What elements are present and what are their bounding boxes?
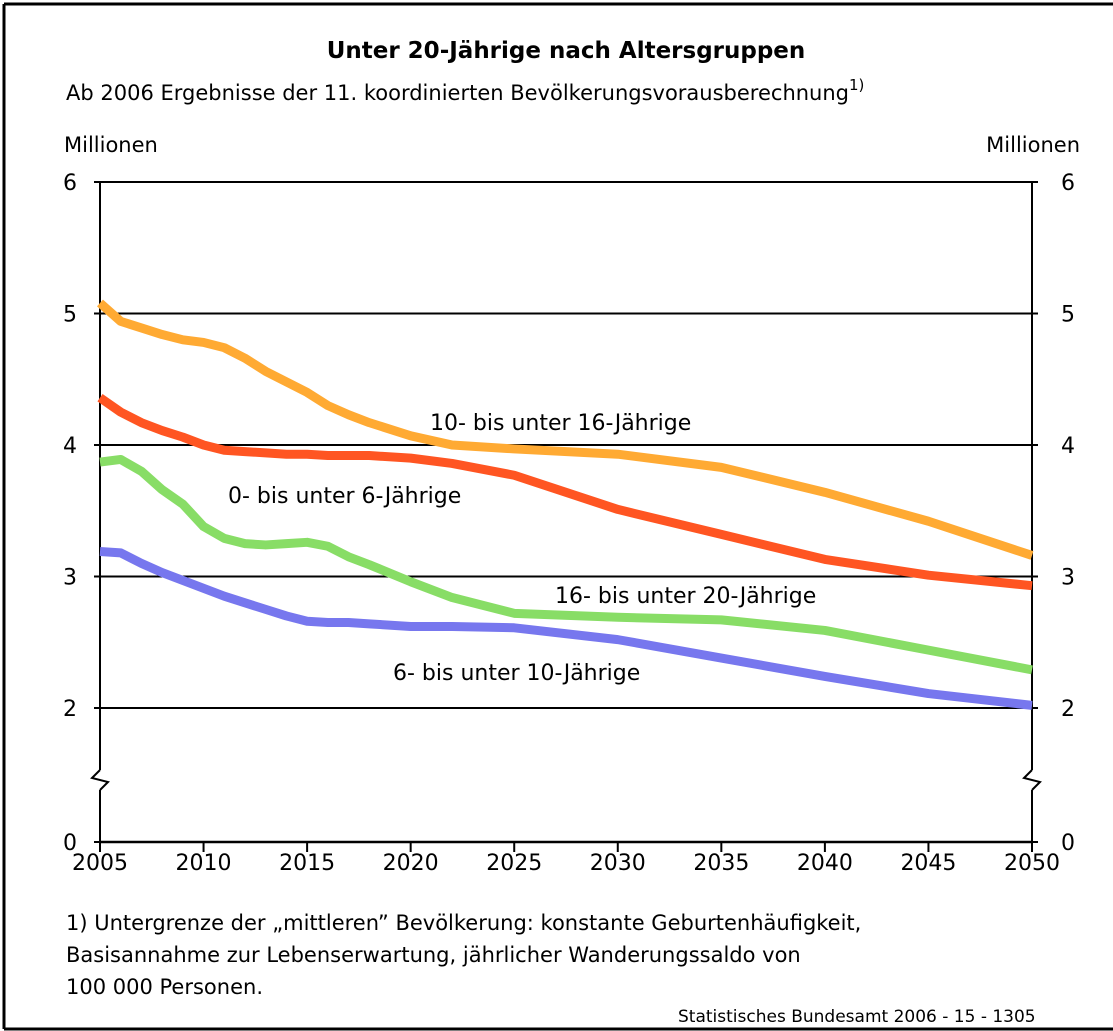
y-tick-label: 5: [63, 303, 77, 328]
footnote-line: 1) Untergrenze der „mittleren” Bevölkeru…: [66, 911, 861, 935]
x-tick-label: 2025: [486, 851, 542, 876]
y2-tick-label: 0: [1061, 831, 1075, 856]
y2-tick-label: 6: [1061, 171, 1075, 196]
series-label: 0- bis unter 6-Jährige: [228, 484, 461, 509]
y-tick-label: 0: [63, 831, 77, 856]
y2-tick-label: 3: [1061, 566, 1075, 591]
series-line: [97, 299, 1034, 560]
x-tick-label: 2045: [900, 851, 956, 876]
series-label: 10- bis unter 16-Jährige: [430, 411, 691, 436]
y-tick-label: 3: [63, 566, 77, 591]
chart-subtitle: Ab 2006 Ergebnisse der 11. koordinierten…: [66, 76, 864, 105]
series-line: [99, 454, 1033, 675]
chart-title: Unter 20-Jährige nach Altersgruppen: [327, 38, 806, 64]
footnote-line: Basisannahme zur Lebenserwartung, jährli…: [66, 943, 801, 967]
x-tick-label: 2015: [279, 851, 335, 876]
x-tick-label: 2030: [590, 851, 646, 876]
footnote-line: 100 000 Personen.: [66, 975, 263, 999]
x-tick-label: 2010: [176, 851, 232, 876]
x-tick-label: 2035: [693, 851, 749, 876]
y2-tick-label: 4: [1061, 434, 1075, 459]
subtitle-text: Ab 2006 Ergebnisse der 11. koordinierten…: [66, 81, 849, 105]
x-tick-label: 2040: [797, 851, 853, 876]
y-axis-label: Millionen: [64, 133, 158, 157]
axis-break: [1022, 769, 1042, 791]
y2-tick-label: 5: [1061, 303, 1075, 328]
source: Statistisches Bundesamt 2006 - 15 - 1305: [678, 1007, 1036, 1027]
y-tick-label: 2: [63, 697, 77, 722]
series-label: 16- bis unter 20-Jährige: [555, 584, 816, 609]
y-tick-label: 6: [63, 171, 77, 196]
subtitle-note: 1): [849, 76, 864, 94]
x-tick-label: 2005: [72, 851, 128, 876]
x-tick-label: 2020: [383, 851, 439, 876]
y-tick-label: 4: [63, 434, 77, 459]
series-line: [97, 393, 1033, 591]
axis-break: [90, 769, 110, 791]
y2-axis-label: Millionen: [986, 133, 1080, 157]
x-tick-label: 2050: [1004, 851, 1060, 876]
series-label: 6- bis unter 10-Jährige: [393, 661, 640, 686]
series-line: [99, 547, 1033, 710]
y2-tick-label: 2: [1061, 697, 1075, 722]
